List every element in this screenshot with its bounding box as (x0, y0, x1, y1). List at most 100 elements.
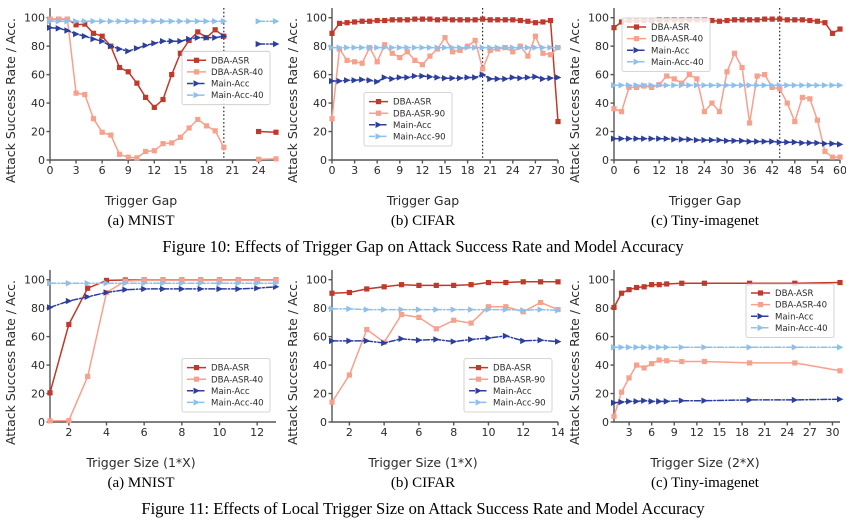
svg-text:21: 21 (226, 164, 240, 177)
svg-text:DBA-ASR: DBA-ASR (651, 23, 689, 33)
svg-text:80: 80 (595, 302, 609, 315)
x-axis-label: Trigger Gap (386, 193, 460, 208)
plot-area: 0 20 40 60 80 100 3 6 9 12 15 18 21 24 27 30 DBA-ASR DBA-… (584, 266, 846, 444)
svg-text:3: 3 (73, 164, 80, 177)
svg-text:30: 30 (720, 164, 734, 177)
svg-text:42: 42 (765, 164, 779, 177)
svg-text:9: 9 (396, 164, 403, 177)
svg-text:4: 4 (103, 426, 110, 439)
svg-text:60: 60 (31, 330, 45, 343)
svg-text:6: 6 (99, 164, 106, 177)
svg-text:12: 12 (516, 426, 530, 439)
svg-text:30: 30 (825, 426, 839, 439)
svg-text:24: 24 (506, 164, 520, 177)
svg-text:18: 18 (735, 426, 749, 439)
svg-text:10: 10 (213, 426, 227, 439)
svg-text:100: 100 (306, 273, 327, 286)
svg-text:0: 0 (47, 164, 54, 177)
svg-text:DBA-ASR: DBA-ASR (211, 364, 249, 374)
svg-text:54: 54 (810, 164, 824, 177)
svg-text:8: 8 (178, 426, 185, 439)
svg-text:24: 24 (697, 164, 711, 177)
svg-text:27: 27 (528, 164, 542, 177)
svg-text:18: 18 (675, 164, 689, 177)
svg-text:20: 20 (31, 387, 45, 400)
svg-text:100: 100 (24, 273, 45, 286)
svg-text:DBA-ASR-90: DBA-ASR-90 (493, 375, 545, 385)
svg-text:DBA-ASR: DBA-ASR (211, 56, 249, 66)
svg-text:18: 18 (461, 164, 475, 177)
subcaption-a: (a) MNIST (107, 213, 175, 229)
figure-10-panel-row: Attack Success Rate / Acc. 0 20 40 60 80 100 0… (0, 0, 846, 210)
svg-text:DBA-ASR-40: DBA-ASR-40 (211, 68, 263, 78)
svg-text:36: 36 (743, 164, 757, 177)
figure-11-block: Attack Success Rate / Acc. 0 20 40 60 80 100 2… (0, 262, 846, 524)
subcaption-c: (c) Tiny-imagenet (651, 475, 759, 491)
svg-text:48: 48 (788, 164, 802, 177)
svg-text:20: 20 (595, 387, 609, 400)
svg-text:80: 80 (31, 302, 45, 315)
svg-text:30: 30 (551, 164, 564, 177)
svg-text:0: 0 (602, 154, 609, 167)
svg-text:40: 40 (313, 359, 327, 372)
svg-text:60: 60 (833, 164, 846, 177)
panel-fig11-mnist: Attack Success Rate / Acc. 0 20 40 60 80 100 2… (0, 262, 282, 472)
svg-text:24: 24 (252, 164, 266, 177)
svg-text:Main-Acc: Main-Acc (211, 80, 250, 90)
svg-text:20: 20 (313, 387, 327, 400)
svg-text:Main-Acc-90: Main-Acc-90 (393, 133, 446, 143)
svg-text:20: 20 (31, 125, 45, 138)
svg-text:Main-Acc: Main-Acc (493, 387, 532, 397)
svg-text:100: 100 (24, 11, 45, 24)
svg-text:24: 24 (780, 426, 794, 439)
plot-area: 0 20 40 60 80 100 0 3 6 9 12 15 18 21 24 DBA-ASR DBA-ASR… (20, 4, 282, 182)
plot-area: 0 20 40 60 80 100 0 6 12 18 24 30 36 42 48 54 60 DBA-ASR D… (584, 4, 846, 182)
x-axis-label: Trigger Size (1*X) (368, 455, 478, 470)
x-axis-label: Trigger Size (2*X) (650, 455, 760, 470)
figure-11-panel-row: Attack Success Rate / Acc. 0 20 40 60 80 100 2… (0, 262, 846, 472)
svg-text:60: 60 (313, 330, 327, 343)
svg-text:3: 3 (351, 164, 358, 177)
svg-text:Main-Acc: Main-Acc (211, 387, 250, 397)
figure-11-subcaptions: (a) MNIST (b) CIFAR (c) Tiny-imagenet (0, 472, 846, 494)
svg-text:DBA-ASR: DBA-ASR (493, 364, 531, 374)
svg-text:21: 21 (758, 426, 772, 439)
svg-text:3: 3 (626, 426, 633, 439)
plot-area: 0 20 40 60 80 100 0 3 6 9 12 15 18 21 24 27 30 DBA-ASR DBA… (302, 4, 564, 182)
svg-text:40: 40 (31, 97, 45, 110)
svg-text:6: 6 (374, 164, 381, 177)
svg-text:80: 80 (31, 40, 45, 53)
svg-text:DBA-ASR: DBA-ASR (393, 98, 431, 108)
svg-text:Main-Acc-40: Main-Acc-40 (211, 91, 264, 101)
svg-text:2: 2 (65, 426, 72, 439)
panel-fig10-mnist: Attack Success Rate / Acc. 0 20 40 60 80 100 0… (0, 0, 282, 210)
svg-text:12: 12 (652, 164, 666, 177)
panel-fig11-tinyimagenet: Attack Success Rate / Acc. 0 20 40 60 80 100 3… (564, 262, 846, 472)
svg-text:100: 100 (588, 273, 609, 286)
panel-fig11-cifar: Attack Success Rate / Acc. 0 20 40 60 80 100 2… (282, 262, 564, 472)
x-axis-label: Trigger Size (1*X) (86, 455, 196, 470)
figure-10-subcaptions: (a) MNIST (b) CIFAR (c) Tiny-imagenet (0, 210, 846, 232)
y-axis-label: Attack Success Rate / Acc. (567, 17, 583, 183)
svg-text:80: 80 (595, 40, 609, 53)
svg-text:40: 40 (31, 359, 45, 372)
svg-text:DBA-ASR-40: DBA-ASR-40 (651, 35, 703, 45)
svg-text:60: 60 (595, 68, 609, 81)
svg-text:21: 21 (483, 164, 497, 177)
svg-text:40: 40 (595, 97, 609, 110)
svg-text:15: 15 (173, 164, 187, 177)
svg-text:60: 60 (31, 68, 45, 81)
svg-text:Main-Acc-90: Main-Acc-90 (493, 399, 546, 409)
figure-10-block: Attack Success Rate / Acc. 0 20 40 60 80 100 0… (0, 0, 846, 262)
svg-text:18: 18 (199, 164, 213, 177)
figure-10-caption: Figure 10: Effects of Trigger Gap on Att… (162, 237, 684, 256)
y-axis-label: Attack Success Rate / Acc. (567, 279, 583, 445)
x-axis-label: Trigger Gap (104, 193, 178, 208)
svg-text:2: 2 (346, 426, 353, 439)
plot-area: 0 20 40 60 80 100 2 4 6 8 10 12 14 DBA-ASR DBA-ASR-90 M… (302, 266, 564, 444)
svg-text:Main-Acc-40: Main-Acc-40 (775, 324, 828, 334)
svg-text:0: 0 (602, 416, 609, 429)
svg-text:0: 0 (329, 164, 336, 177)
svg-text:8: 8 (450, 426, 457, 439)
svg-text:0: 0 (38, 154, 45, 167)
